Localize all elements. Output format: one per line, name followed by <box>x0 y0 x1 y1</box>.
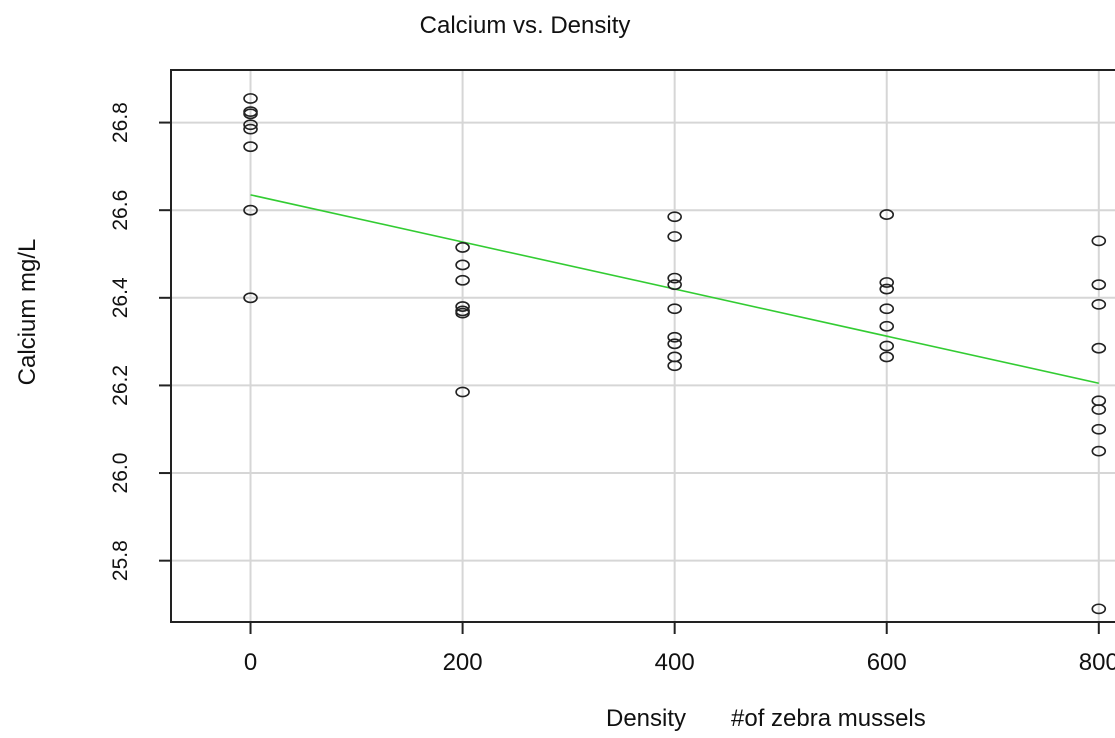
y-tick-label: 26.4 <box>109 277 132 318</box>
data-point <box>879 303 895 315</box>
data-point <box>879 351 895 363</box>
data-point <box>243 141 258 153</box>
data-point <box>667 303 682 315</box>
data-point <box>455 259 470 271</box>
data-point <box>879 320 895 332</box>
y-tick-label: 26.6 <box>109 190 132 231</box>
data-point <box>667 279 682 291</box>
x-tick-label: 800 <box>1079 649 1115 676</box>
data-point <box>455 386 470 398</box>
data-point <box>243 123 258 135</box>
chart-title: Calcium vs. Density <box>420 12 631 39</box>
data-point <box>667 338 682 350</box>
data-point <box>1091 445 1107 457</box>
data-point <box>455 301 470 312</box>
data-point <box>1091 423 1107 435</box>
data-point <box>879 340 895 352</box>
data-point <box>667 272 682 284</box>
data-point <box>1091 298 1107 310</box>
x-axis-note: #of zebra mussels <box>731 705 926 732</box>
data-point <box>243 204 258 216</box>
data-point <box>455 307 470 319</box>
data-point <box>879 283 895 295</box>
data-point <box>455 242 470 253</box>
data-point <box>667 211 682 223</box>
data-point <box>1091 404 1107 415</box>
y-tick-label: 25.8 <box>109 540 132 581</box>
x-tick-label: 0 <box>244 649 257 676</box>
y-tick-label: 26.8 <box>109 102 132 143</box>
x-tick-label: 200 <box>443 649 483 676</box>
data-point <box>1091 603 1107 615</box>
data-point <box>243 119 258 131</box>
plot-frame <box>170 69 1115 623</box>
x-axis-label: Density <box>606 705 686 732</box>
x-tick-label: 600 <box>867 649 907 676</box>
axis-ticks: 0 200 400 600 800 25.8 26.0 26.2 26.4 26.6 26.8 <box>109 102 1115 676</box>
data-point <box>243 292 258 304</box>
data-point <box>879 277 895 288</box>
data-points <box>243 93 1107 615</box>
y-axis-label: Calcium mg/L <box>14 239 41 386</box>
grid <box>171 70 1115 622</box>
y-tick-label: 26.2 <box>109 365 132 406</box>
data-point <box>1091 279 1107 291</box>
data-point <box>455 274 470 286</box>
data-point <box>1091 235 1107 247</box>
y-tick-label: 26.0 <box>109 453 132 494</box>
data-point <box>667 360 682 372</box>
data-point <box>879 209 895 220</box>
x-tick-label: 400 <box>655 649 695 676</box>
data-point <box>667 331 682 343</box>
data-point <box>667 231 682 242</box>
data-point <box>1091 342 1107 354</box>
data-point <box>243 108 258 120</box>
data-point <box>243 93 258 104</box>
